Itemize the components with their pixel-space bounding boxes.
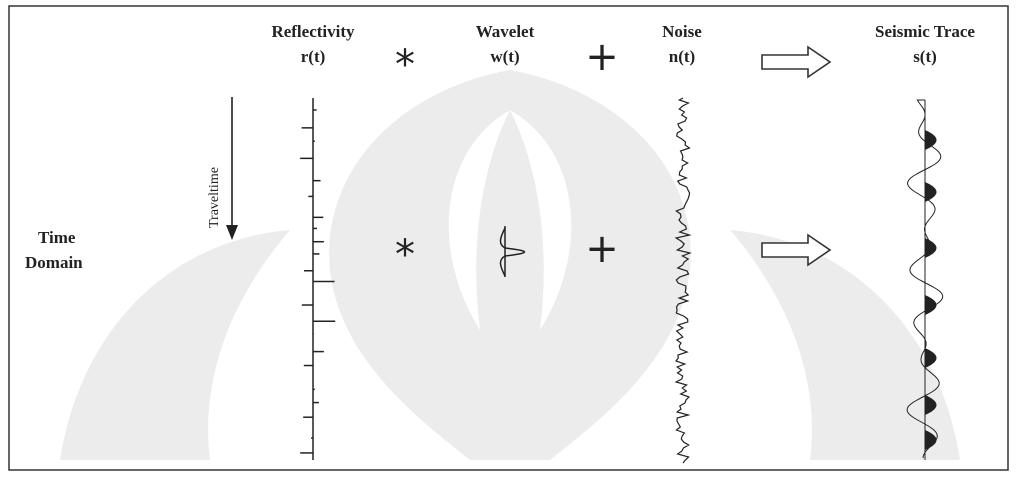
column-title: Wavelet [476,22,535,41]
add-operator: + [585,34,619,80]
column-title: Seismic Trace [875,22,975,41]
row-label: Time [38,228,76,247]
column-symbol: w(t) [490,47,519,66]
column-title: Noise [662,22,702,41]
column-title: Reflectivity [271,22,355,41]
column-symbol: n(t) [669,47,695,66]
row-label: Domain [25,253,83,272]
diagram: Reflectivity r(t) Wavelet w(t) Noise n(t… [0,0,1018,477]
column-symbol: s(t) [913,47,937,66]
column-symbol: r(t) [301,47,326,66]
convolve-operator: * [395,232,415,278]
add-operator: + [585,226,619,272]
convolve-operator: * [395,42,415,88]
axis-label: Traveltime [207,167,222,228]
